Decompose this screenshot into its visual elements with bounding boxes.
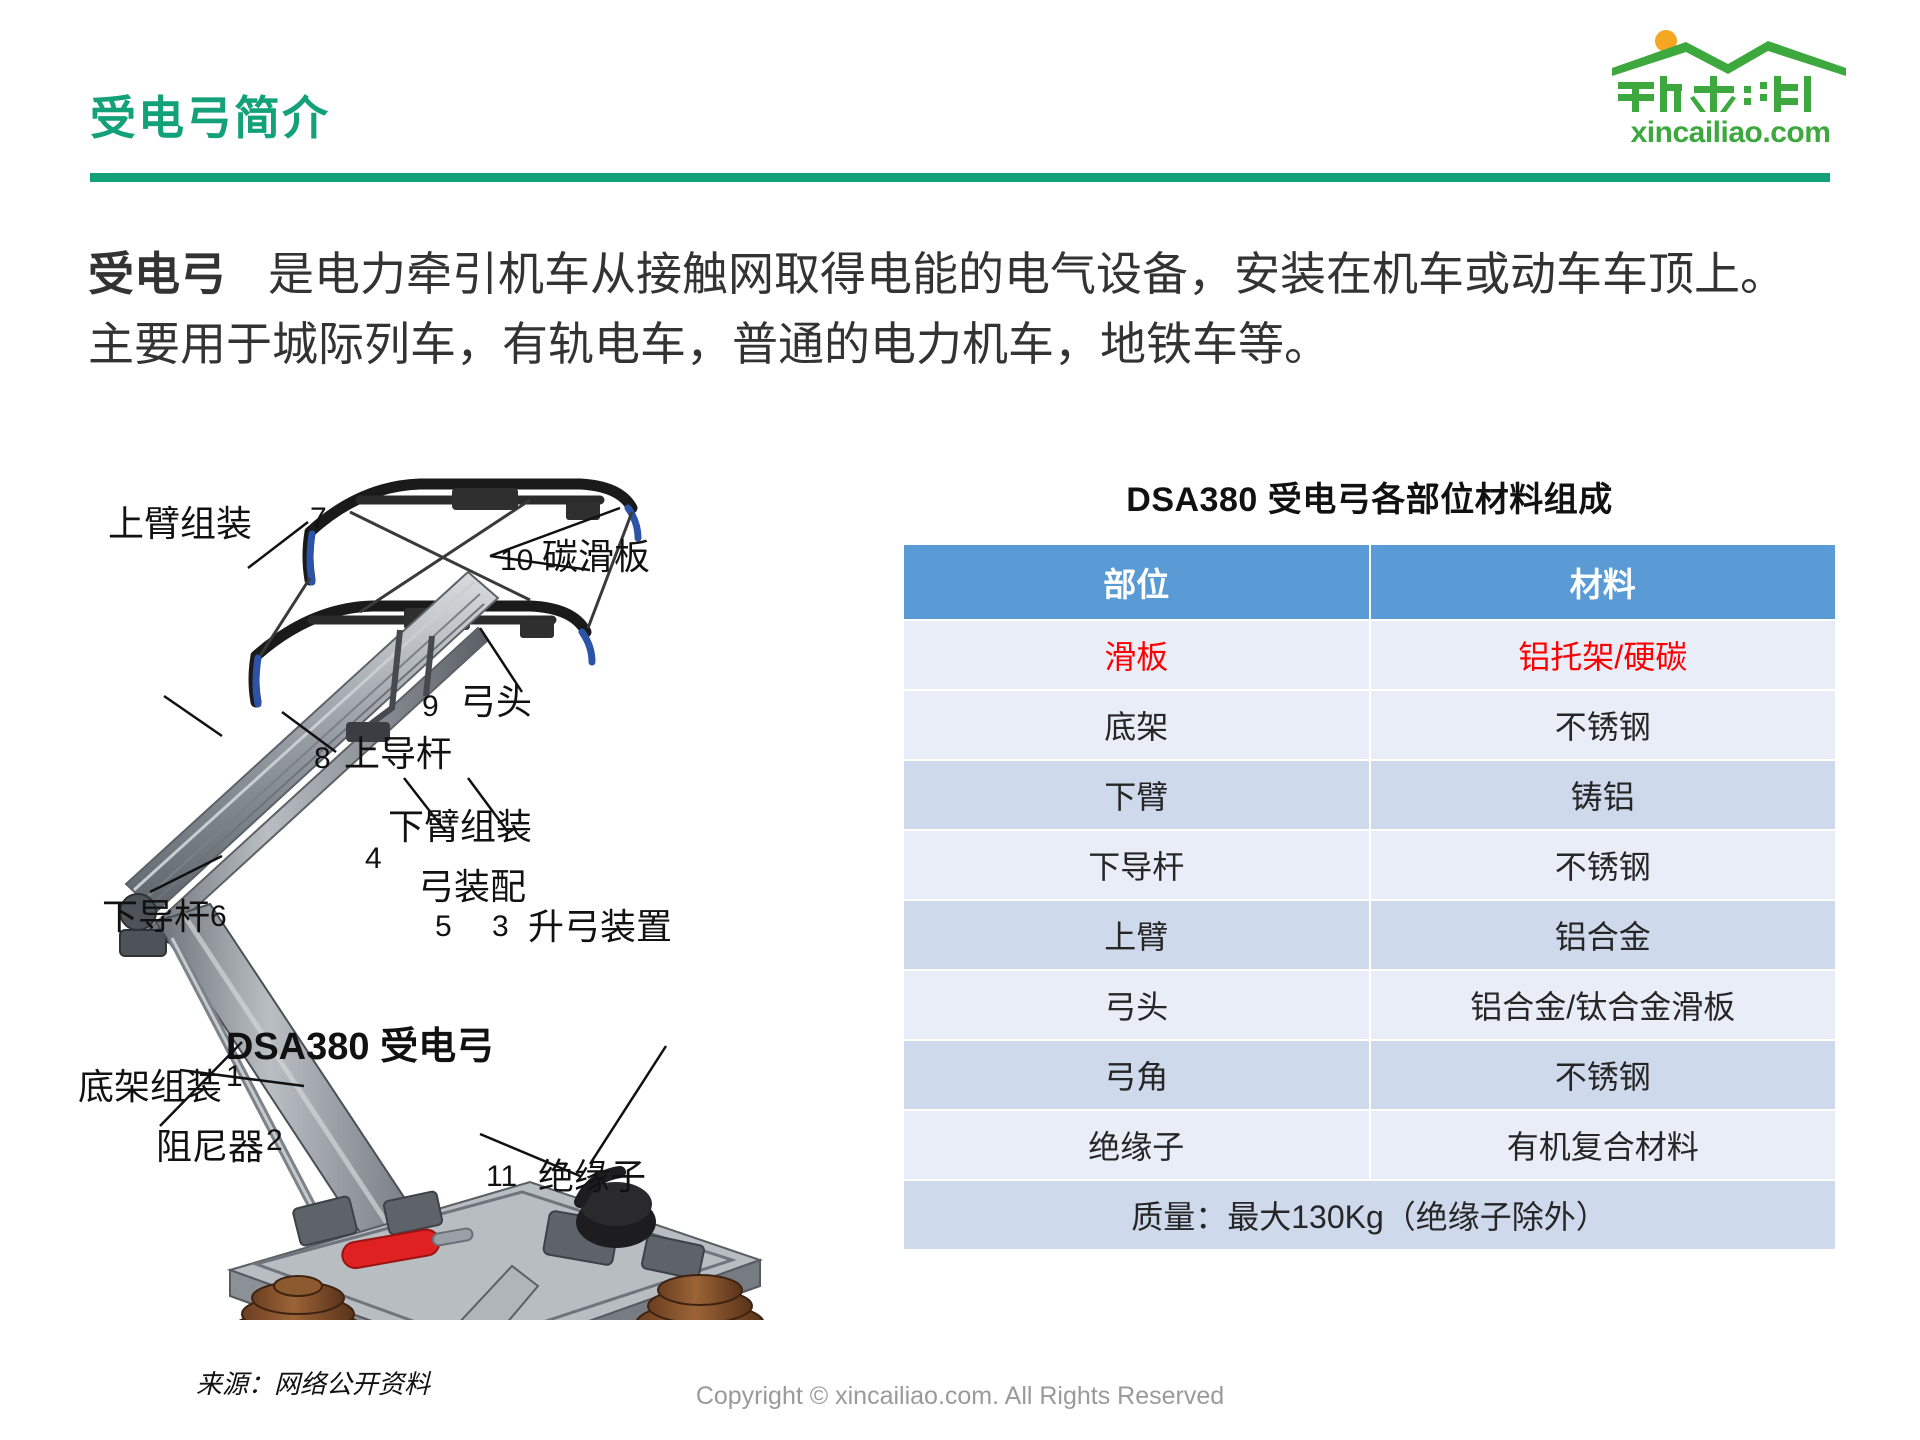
diagram-label-insulator: 绝缘子	[538, 1156, 647, 1197]
table-row: 下导杆 不锈钢	[902, 829, 1837, 901]
diagram-number-5: 5	[435, 910, 452, 943]
material-table-panel: DSA380 受电弓各部位材料组成 部位 材料 滑板 铝托架/硬碳 底架 不锈钢…	[902, 472, 1837, 1251]
cell-material: 不锈钢	[1368, 829, 1837, 901]
table-footer-row: 质量：最大130Kg（绝缘子除外）	[902, 1179, 1837, 1251]
site-logo[interactable]: xincailiao.com	[1608, 24, 1853, 160]
diagram-label-damper: 阻尼器	[156, 1126, 265, 1167]
intro-paragraph: 受电弓 是电力牵引机车从接触网取得电能的电气设备，安装在机车或动车车顶上。主要用于…	[88, 240, 1808, 380]
logo-mark-icon	[1612, 30, 1846, 112]
diagram-caption: DSA380 受电弓	[225, 1026, 495, 1068]
cell-material: 不锈钢	[1368, 1039, 1837, 1111]
cell-part: 绝缘子	[902, 1109, 1371, 1181]
diagram-label-bow-head: 弓头	[460, 681, 533, 722]
table-row: 弓角 不锈钢	[902, 1039, 1837, 1111]
table-row: 上臂 铝合金	[902, 899, 1837, 971]
diagram-number-3: 3	[492, 910, 509, 943]
column-header-material: 材料	[1368, 543, 1837, 621]
title-underline-rule	[90, 173, 1830, 182]
diagram-number-6: 6	[210, 900, 227, 933]
cell-part: 底架	[902, 689, 1371, 761]
diagram-number-4: 4	[365, 842, 382, 875]
cell-mass-note: 质量：最大130Kg（绝缘子除外）	[902, 1179, 1837, 1251]
intro-lead: 受电弓	[88, 248, 226, 300]
intro-body: 是电力牵引机车从接触网取得电能的电气设备，安装在机车或动车车顶上。主要用于城际列…	[88, 248, 1786, 370]
diagram-label-lower-arm-assembly: 下臂组装	[388, 806, 533, 847]
cell-part: 弓角	[902, 1039, 1371, 1111]
table-row: 滑板 铝托架/硬碳	[902, 619, 1837, 691]
logo-url-text: xincailiao.com	[1630, 116, 1831, 149]
diagram-number-11: 11	[486, 1160, 518, 1193]
table-header-row: 部位 材料	[902, 543, 1837, 621]
diagram-number-1: 1	[226, 1060, 243, 1093]
page-title: 受电弓简介	[90, 92, 330, 144]
cell-material: 有机复合材料	[1368, 1109, 1837, 1181]
table-row: 下臂 铸铝	[902, 759, 1837, 831]
table-row: 绝缘子 有机复合材料	[902, 1109, 1837, 1181]
table-row: 底架 不锈钢	[902, 689, 1837, 761]
diagram-number-8: 8	[314, 742, 331, 775]
cell-part: 下导杆	[902, 829, 1371, 901]
cell-part: 弓头	[902, 969, 1371, 1041]
table-title: DSA380 受电弓各部位材料组成	[1126, 481, 1613, 519]
cell-part: 下臂	[902, 759, 1371, 831]
diagram-number-2: 2	[266, 1124, 283, 1157]
diagram-label-bow-assembly: 弓装配	[418, 866, 527, 907]
cell-material: 铸铝	[1368, 759, 1837, 831]
table-row: 弓头 铝合金/钛合金滑板	[902, 969, 1837, 1041]
cell-material: 铝托架/硬碳	[1368, 619, 1837, 691]
cell-part: 上臂	[902, 899, 1371, 971]
diagram-label-carbon-strip: 碳滑板	[542, 536, 651, 577]
diagram-number-9: 9	[422, 690, 439, 723]
copyright-text: Copyright © xincailiao.com. All Rights R…	[695, 1382, 1225, 1410]
diagram-label-lower-guide-rod: 下导杆	[102, 896, 211, 937]
pantograph-drawing-icon	[119, 478, 764, 1320]
cell-material: 铝合金/钛合金滑板	[1368, 969, 1837, 1041]
source-note: 来源：网络公开资料	[196, 1369, 431, 1399]
diagram-label-upper-guide-rod: 上导杆	[344, 733, 453, 774]
cell-material: 不锈钢	[1368, 689, 1837, 761]
diagram-label-upper-arm-assembly: 上臂组装	[108, 503, 253, 544]
slide-header: 受电弓简介	[0, 0, 1920, 190]
diagram-number-10: 10	[500, 544, 534, 577]
cell-part: 滑板	[902, 619, 1371, 691]
diagram-label-base-frame-assembly: 底架组装	[78, 1066, 223, 1107]
pantograph-diagram: 上臂组装 7 10 碳滑板 9 弓头 8 上导杆 下臂组装 4 弓装配 5 3 …	[60, 460, 900, 1320]
column-header-part: 部位	[902, 543, 1371, 621]
diagram-label-raising-device: 升弓装置	[528, 906, 673, 947]
cell-material: 铝合金	[1368, 899, 1837, 971]
diagram-number-7: 7	[310, 502, 327, 535]
material-composition-table: 部位 材料 滑板 铝托架/硬碳 底架 不锈钢 下臂 铸铝 下导杆 不锈钢 上臂	[902, 543, 1837, 1251]
